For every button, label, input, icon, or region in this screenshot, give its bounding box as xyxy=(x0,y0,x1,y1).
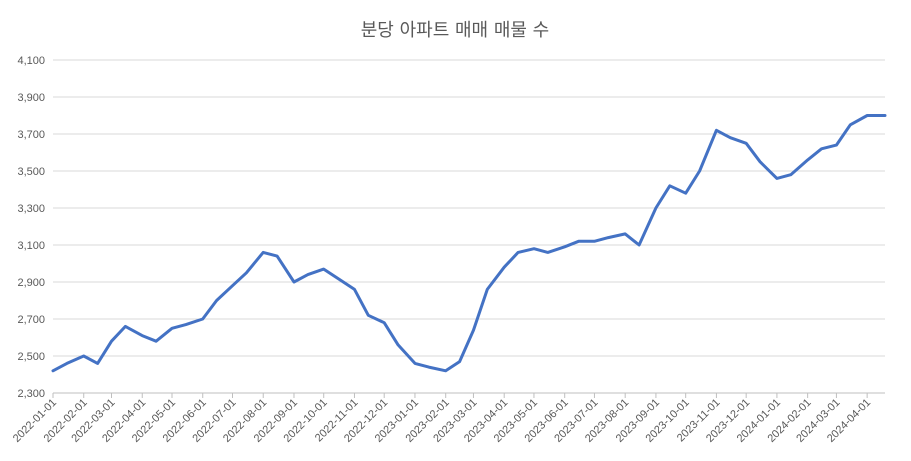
y-tick-label: 3,700 xyxy=(17,129,45,141)
y-tick-label: 3,500 xyxy=(17,166,45,178)
y-tick-label: 3,300 xyxy=(17,203,45,215)
y-tick-label: 2,500 xyxy=(17,351,45,363)
y-tick-label: 2,300 xyxy=(17,388,45,400)
y-tick-label: 4,100 xyxy=(17,55,45,67)
gridlines xyxy=(53,59,885,357)
y-tick-label: 3,100 xyxy=(17,240,45,252)
y-tick-label: 3,900 xyxy=(17,92,45,104)
chart-title: 분당 아파트 매매 매물 수 xyxy=(361,20,550,41)
y-tick-label: 2,900 xyxy=(17,277,45,289)
y-tick-label: 2,700 xyxy=(17,314,45,326)
x-axis: 2022-01-012022-02-012022-03-012022-04-01… xyxy=(11,392,885,445)
series-layer xyxy=(51,114,887,373)
y-axis-ticks: 2,300 2,500 2,700 2,900 3,100 3,300 3,500 3,700… xyxy=(17,55,45,400)
series-line xyxy=(51,114,887,373)
